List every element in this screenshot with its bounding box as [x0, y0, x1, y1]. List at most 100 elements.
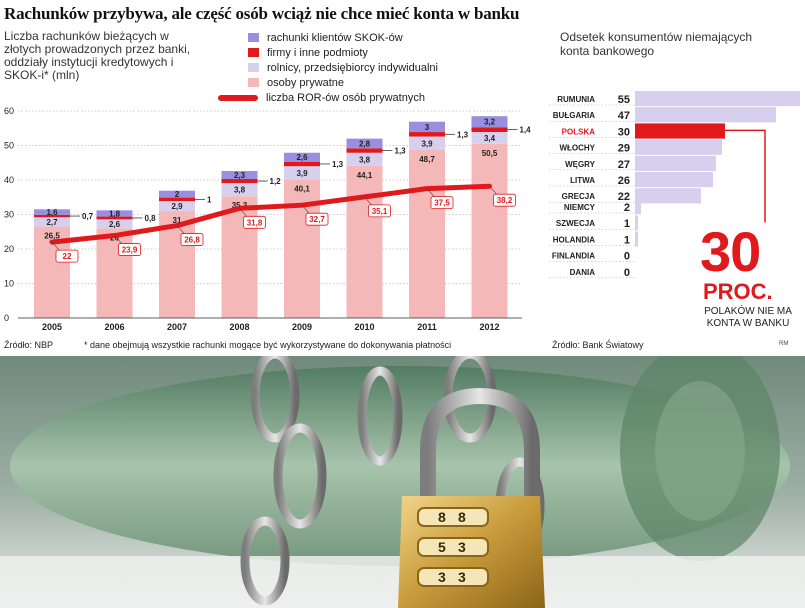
data-label-box [55, 249, 79, 263]
value-label: 0 [624, 251, 630, 263]
data-label-rolnicy: 2,7 [46, 218, 58, 227]
x-tick-label: 2009 [292, 322, 312, 332]
label-leader [51, 241, 61, 252]
data-label-ror: 35,1 [372, 207, 388, 216]
x-tick-label: 2008 [229, 322, 249, 332]
label-leader [176, 225, 186, 235]
bar-segment-rolnicy [409, 136, 445, 150]
footnote: * dane obejmują wszystkie rachunki mogąc… [84, 340, 452, 350]
data-label-prywatne: 31 [173, 216, 182, 225]
label-leader [301, 204, 311, 215]
bar-segment-firmy [96, 216, 133, 220]
data-label-prywatne: 50,5 [482, 149, 498, 158]
data-label-skok: 3 [425, 123, 430, 132]
bar-segment-firmy [284, 161, 320, 167]
data-label-ror: 23,9 [122, 246, 138, 255]
value-label: 1 [624, 218, 630, 230]
bar-segment-prywatne [346, 165, 383, 318]
bar-segment-skok [346, 138, 383, 149]
callout-text: POLAKÓW NIE MA KONTA W BANKU [704, 306, 792, 329]
legend: rachunki klientów SKOK-ów firmy i inne p… [218, 30, 438, 105]
data-label-firmy: 1,4 [520, 126, 532, 135]
label-leader [489, 186, 498, 196]
data-label-firmy: 1,3 [457, 130, 469, 139]
data-label-prywatne: 26,5 [44, 232, 60, 241]
data-label-ror: 32,7 [309, 215, 325, 224]
legend-item-rolnicy: rolnicy, przedsiębiorcy indywidualni [248, 60, 438, 75]
x-tick-label: 2010 [354, 322, 374, 332]
legend-label: liczba ROR-ów osób prywatnych [266, 91, 425, 104]
data-label-rolnicy: 3,8 [234, 186, 246, 195]
right-chart-title: Odsetek konsumentów niemających konta ba… [560, 30, 753, 58]
legend-label: firmy i inne podmioty [267, 46, 368, 59]
value-label: 1 [624, 234, 630, 246]
category-label: HOLANDIA [553, 235, 595, 244]
bar-segment-skok [96, 210, 133, 217]
y-tick-label: 50 [4, 141, 14, 151]
category-label: POLSKA [562, 127, 596, 136]
category-label: BUŁGARIA [553, 111, 595, 120]
bar-segment-firmy [159, 197, 195, 202]
category-label: GRECJA [562, 192, 596, 201]
bar-segment-rolnicy [221, 183, 258, 197]
bar-segment-firmy [346, 148, 383, 153]
value-label: 30 [618, 126, 630, 138]
data-label-prywatne: 35,3 [232, 201, 248, 210]
category-label: WŁOCHY [559, 144, 595, 153]
data-label-box [118, 243, 141, 256]
category-label: DANIA [570, 268, 596, 277]
y-tick-label: 0 [4, 313, 9, 323]
chart-subtitle: Liczba rachunków bieżących w złotych pro… [4, 29, 191, 82]
hbar [635, 123, 725, 139]
data-label-box [243, 215, 266, 229]
svg-text:5: 5 [438, 539, 446, 555]
y-tick-label: 10 [4, 279, 14, 289]
legend-swatch [248, 78, 259, 87]
hbar [635, 199, 641, 215]
x-tick-label: 2007 [167, 322, 187, 332]
data-label-skok: 3,2 [484, 118, 496, 127]
y-tick-label: 40 [4, 175, 14, 185]
value-label: 0 [624, 267, 630, 279]
data-label-prywatne: 44,1 [357, 171, 373, 180]
data-label-firmy: 0,7 [82, 212, 94, 221]
data-label-ror: 22 [63, 252, 72, 261]
x-tick-label: 2005 [42, 322, 62, 332]
bar-segment-skok [409, 121, 445, 133]
category-label: LITWA [570, 176, 595, 185]
bar-segment-skok [471, 116, 508, 128]
x-tick-label: 2011 [417, 322, 437, 332]
data-label-ror: 38,2 [497, 196, 513, 205]
data-label-firmy: 0,8 [145, 214, 157, 223]
data-label-skok: 2,3 [234, 171, 246, 180]
label-leader [426, 188, 436, 198]
category-label: RUMUNIA [557, 95, 595, 104]
bar-segment-firmy [221, 178, 258, 184]
svg-text:3: 3 [438, 569, 446, 585]
bar-segment-rolnicy [159, 201, 195, 212]
x-tick-label: 2012 [479, 322, 499, 332]
data-label-rolnicy: 3,4 [484, 134, 496, 143]
label-leader [114, 235, 123, 245]
bar-segment-rolnicy [284, 166, 320, 180]
value-label: 29 [618, 143, 630, 155]
bar-segment-rolnicy [96, 219, 133, 229]
legend-swatch [248, 48, 259, 57]
x-tick-label: 2006 [104, 322, 124, 332]
svg-text:3: 3 [458, 539, 466, 555]
hbar [635, 215, 638, 231]
hbar [635, 155, 716, 171]
y-tick-label: 30 [4, 210, 14, 220]
hbar [635, 107, 776, 123]
bar-segment-firmy [409, 132, 445, 137]
svg-text:8: 8 [458, 509, 466, 525]
data-label-rolnicy: 3,9 [296, 169, 308, 178]
data-label-ror: 37,5 [434, 199, 450, 208]
value-label: 27 [618, 159, 630, 171]
svg-text:3: 3 [458, 569, 466, 585]
legend-item-prywatne: osoby prywatne [248, 75, 438, 90]
category-label: SZWECJA [556, 219, 595, 228]
